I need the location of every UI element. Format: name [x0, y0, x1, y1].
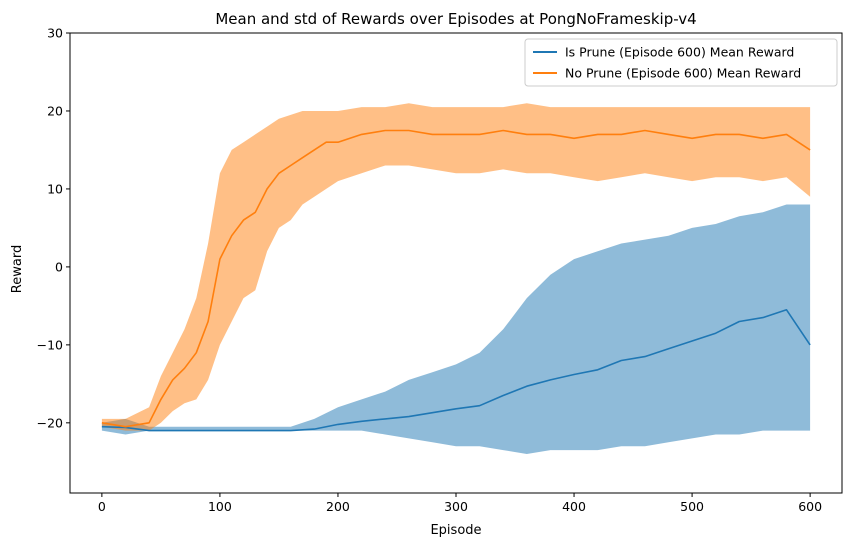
mean-line-series-1 [101, 309, 811, 432]
y-axis-title: Reward [10, 245, 25, 293]
x-tick-label: 500 [680, 499, 704, 514]
plot-area [101, 103, 811, 454]
y-tick-label: 0 [55, 259, 63, 274]
x-tick-label: 400 [562, 499, 586, 514]
mean-line-series-2 [101, 129, 811, 428]
std-band-series-2 [101, 103, 811, 431]
chart-title: Mean and std of Rewards over Episodes at… [215, 10, 696, 28]
x-axis-title: Episode [430, 523, 481, 538]
std-band-series-1 [101, 204, 811, 454]
y-tick-label: 20 [47, 103, 63, 118]
x-tick-label: 100 [208, 499, 232, 514]
legend-label-series-1: Is Prune (Episode 600) Mean Reward [565, 45, 794, 60]
y-tick-label: −10 [37, 337, 63, 352]
legend-label-series-2: No Prune (Episode 600) Mean Reward [565, 66, 801, 81]
legend-box [524, 38, 838, 87]
x-tick-label: 300 [444, 499, 468, 514]
x-tick-label: 200 [326, 499, 350, 514]
axes: 0 100 200 300 400 500 600 −20 −10 0 10 20 30 [37, 26, 843, 514]
y-tick-label: −20 [37, 415, 63, 430]
legend: Is Prune (Episode 600) Mean Reward No Pru… [524, 38, 838, 87]
x-tick-label: 0 [98, 499, 106, 514]
y-tick-label: 10 [47, 181, 63, 196]
x-tick-label: 600 [798, 499, 822, 514]
y-tick-label: 30 [47, 26, 63, 41]
